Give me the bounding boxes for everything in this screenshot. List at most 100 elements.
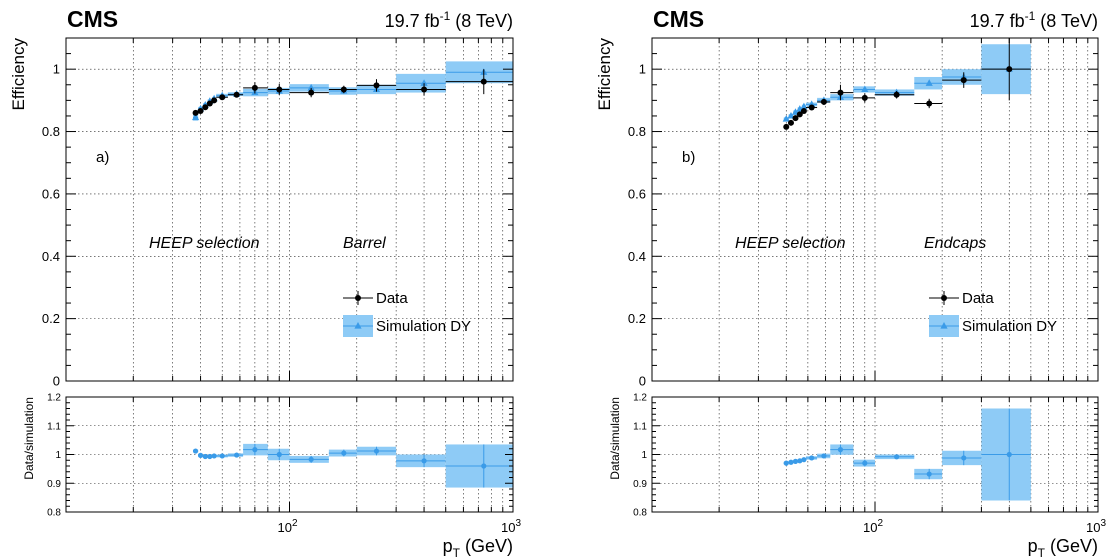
simulation-point xyxy=(307,83,315,91)
ratio-y-tick-label: 1.2 xyxy=(633,393,647,404)
data-point xyxy=(960,77,967,84)
data-point xyxy=(837,89,844,96)
data-point xyxy=(796,111,803,118)
ratio-y-tick-label: 0.9 xyxy=(633,479,647,490)
simulation-point xyxy=(191,113,200,121)
x-tick-exponent: 2 xyxy=(877,518,883,529)
simulation-point xyxy=(782,115,790,122)
ratio-y-tick-label: 0.9 xyxy=(47,479,61,490)
ratio-y-tick-label: 1 xyxy=(641,450,647,461)
ratio-y-tick-label: 0.8 xyxy=(47,508,61,519)
x-tick-label: 102 xyxy=(863,518,883,535)
ratio-point xyxy=(234,452,240,458)
data-point xyxy=(202,104,209,111)
grid-lines xyxy=(66,38,513,512)
ratio-point xyxy=(207,453,213,460)
ratio-point xyxy=(894,454,900,460)
legend-sim-label: Simulation DY xyxy=(962,318,1057,335)
lumi-lumi: 19.7 fb xyxy=(385,11,440,31)
data-point xyxy=(373,82,380,89)
x-tick-exponent: 3 xyxy=(515,518,521,529)
ratio-point xyxy=(809,455,815,461)
y-tick-label: 0.8 xyxy=(42,124,60,139)
x-axis-title-xlabel_unit: (GeV) xyxy=(460,536,513,556)
data-point xyxy=(206,100,213,107)
x-axis-title: pT (GeV) xyxy=(1028,536,1098,559)
ratio-axis-title: Data/simulation xyxy=(22,397,36,480)
ratio-point xyxy=(197,452,204,458)
selection-annotation: HEEP selection xyxy=(149,235,260,252)
x-tick-base: 10 xyxy=(501,520,515,535)
y-axis-title: Efficiency xyxy=(595,38,614,111)
ratio-y-tick-label: 1.1 xyxy=(47,421,61,432)
legend: Data Simulation DY xyxy=(343,290,471,337)
data-point xyxy=(192,109,199,116)
legend-sim-marker xyxy=(354,322,362,329)
ratio-point xyxy=(783,460,789,466)
y-tick-label: 0.6 xyxy=(42,186,60,201)
panel-label: b) xyxy=(682,149,695,166)
experiment-label: CMS xyxy=(653,6,704,32)
ratio-point xyxy=(341,450,347,456)
ratio-y-tick-label: 1.1 xyxy=(633,421,647,432)
ratio-point xyxy=(211,453,217,459)
legend: Data Simulation DY xyxy=(929,290,1057,337)
ratio-point xyxy=(837,447,844,453)
x-tick-label: 103 xyxy=(501,518,521,535)
y-tick-label: 0.2 xyxy=(42,311,60,326)
ratio-point xyxy=(308,456,314,462)
data-point xyxy=(340,86,347,93)
selection-annotation: HEEP selection xyxy=(735,235,846,252)
ratio-y-tick-label: 1 xyxy=(55,450,61,461)
simulation-point xyxy=(925,79,933,86)
panel-label: a) xyxy=(96,149,109,166)
ratio-point xyxy=(276,451,282,458)
y-tick-label: 0.6 xyxy=(628,186,646,201)
experiment-label: CMS xyxy=(67,6,118,32)
data-point xyxy=(421,86,428,93)
lumi-lumi_exp: -1 xyxy=(1025,9,1036,23)
simulation-point xyxy=(420,79,428,86)
lumi-label: 19.7 fb-1 (8 TeV) xyxy=(970,9,1098,31)
ratio-point xyxy=(788,459,794,465)
x-tick-base: 10 xyxy=(1086,520,1100,535)
simulation-point xyxy=(861,85,869,93)
legend-data-marker xyxy=(941,295,947,301)
x-tick-base: 10 xyxy=(863,520,877,535)
lumi-lumi: 19.7 fb xyxy=(970,11,1025,31)
lumi-energy: (8 TeV) xyxy=(1035,11,1098,31)
x-axis-title-xlabel_unit: (GeV) xyxy=(1045,536,1098,556)
y-axis-title: Efficiency xyxy=(9,38,28,111)
data-point xyxy=(820,98,827,105)
ratio-point xyxy=(219,453,225,459)
ratio-point xyxy=(1006,451,1012,458)
data-point xyxy=(893,91,900,98)
data-point xyxy=(219,94,226,101)
ratio-point xyxy=(192,448,199,454)
data-point xyxy=(1006,66,1013,73)
y-tick-label: 1 xyxy=(639,62,646,77)
region-annotation: Endcaps xyxy=(924,235,986,252)
data-point xyxy=(787,119,794,126)
x-axis-title-xlabel_sub: T xyxy=(453,546,461,559)
y-tick-label: 1 xyxy=(53,62,60,77)
y-tick-label: 0.4 xyxy=(42,249,60,264)
x-tick-base: 10 xyxy=(278,520,292,535)
data-point xyxy=(800,107,807,114)
grid-lines xyxy=(652,38,1098,512)
ratio-axis-title: Data/simulation xyxy=(608,397,622,480)
data-point xyxy=(251,84,258,91)
ratio-y-tick-label: 0.8 xyxy=(633,508,647,519)
data-point xyxy=(276,86,283,93)
ratio-point xyxy=(252,447,258,453)
data-point xyxy=(197,107,204,114)
ratio-y-tick-label: 1.2 xyxy=(47,393,61,404)
ratio-point xyxy=(961,455,967,461)
ratio-point xyxy=(421,458,427,464)
data-point xyxy=(808,104,815,111)
x-axis-title: pT (GeV) xyxy=(443,536,513,559)
lumi-label: 19.7 fb-1 (8 TeV) xyxy=(385,9,513,31)
data-point xyxy=(233,91,240,98)
